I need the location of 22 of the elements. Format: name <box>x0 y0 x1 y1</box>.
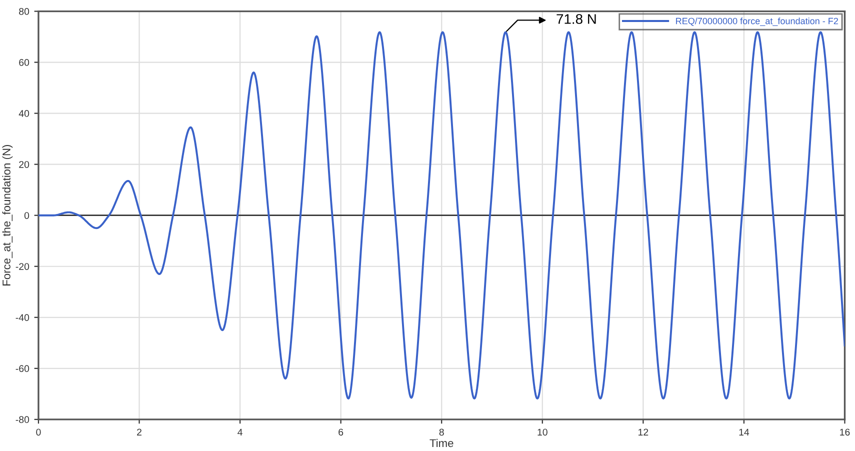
x-tick-label: 12 <box>638 428 648 436</box>
y-tick-label: 20 <box>19 161 30 168</box>
x-tick-label: 10 <box>538 428 548 436</box>
x-tick-label: 8 <box>439 428 444 436</box>
y-tick-label: -20 <box>16 263 30 270</box>
annotation: 71.8 N <box>556 14 596 24</box>
x-tick-label: 4 <box>238 428 242 436</box>
x-tick-label: 14 <box>739 428 750 436</box>
y-tick-label: -40 <box>16 314 30 322</box>
legend-label: REQ/70000000 force_at_foundation - F2 <box>676 18 838 26</box>
x-tick-label: 0 <box>36 428 41 436</box>
y-tick-label: 40 <box>18 110 30 117</box>
x-tick-label: 16 <box>840 428 850 436</box>
y-tick-label: -60 <box>16 365 30 372</box>
y-tick-label: 60 <box>19 59 30 66</box>
y-tick-label: 80 <box>19 8 30 15</box>
y-tick-label: -80 <box>16 416 30 424</box>
x-axis-title: Time <box>430 438 454 448</box>
x-tick-label: 6 <box>338 428 344 436</box>
y-axis-title: Force_at_the_foundation (N) <box>2 145 13 286</box>
x-tick-label: 2 <box>137 428 142 436</box>
y-tick-label: 0 <box>24 212 30 219</box>
